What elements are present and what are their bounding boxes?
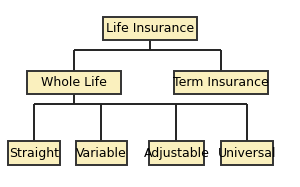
Text: Adjustable: Adjustable: [143, 147, 209, 160]
Text: Variable: Variable: [76, 147, 127, 160]
FancyBboxPatch shape: [8, 141, 60, 165]
Text: Whole Life: Whole Life: [40, 76, 106, 89]
FancyBboxPatch shape: [173, 71, 268, 94]
FancyBboxPatch shape: [221, 141, 273, 165]
FancyBboxPatch shape: [76, 141, 127, 165]
FancyBboxPatch shape: [26, 71, 121, 94]
FancyBboxPatch shape: [149, 141, 204, 165]
Text: Life Insurance: Life Insurance: [106, 22, 194, 35]
Text: Universal: Universal: [218, 147, 276, 160]
Text: Straight: Straight: [9, 147, 59, 160]
Text: Term Insurance: Term Insurance: [173, 76, 268, 89]
FancyBboxPatch shape: [103, 16, 197, 40]
